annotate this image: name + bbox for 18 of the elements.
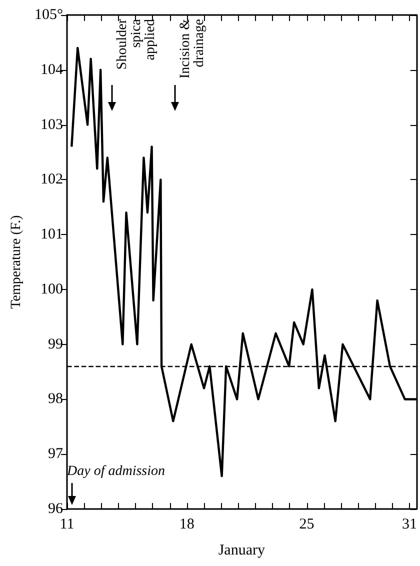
y-tick-label: 104 (40, 62, 64, 78)
x-tick-label: 25 (299, 516, 314, 532)
y-tick-label: 97 (48, 446, 64, 462)
x-axis-title: January (218, 542, 266, 558)
x-tick-label: 11 (60, 516, 74, 532)
annotation: Shoulder spica applied (115, 19, 158, 72)
annotation: Day of admission (67, 464, 165, 479)
y-tick-label: 102 (40, 172, 63, 188)
y-tick-label: 103 (40, 116, 63, 133)
y-tick-label: 99 (48, 336, 63, 352)
y-tick-label: 100 (40, 281, 63, 298)
y-tick-label: 98 (48, 391, 63, 408)
y-axis-title: Temperature (F.) (9, 214, 24, 309)
y-tick-label: 101 (40, 226, 63, 243)
y-tick-label: 105° (34, 7, 63, 23)
y-tick-label: 96 (48, 501, 64, 517)
x-tick-label: 31 (402, 516, 417, 532)
x-tick-label: 18 (179, 516, 194, 532)
